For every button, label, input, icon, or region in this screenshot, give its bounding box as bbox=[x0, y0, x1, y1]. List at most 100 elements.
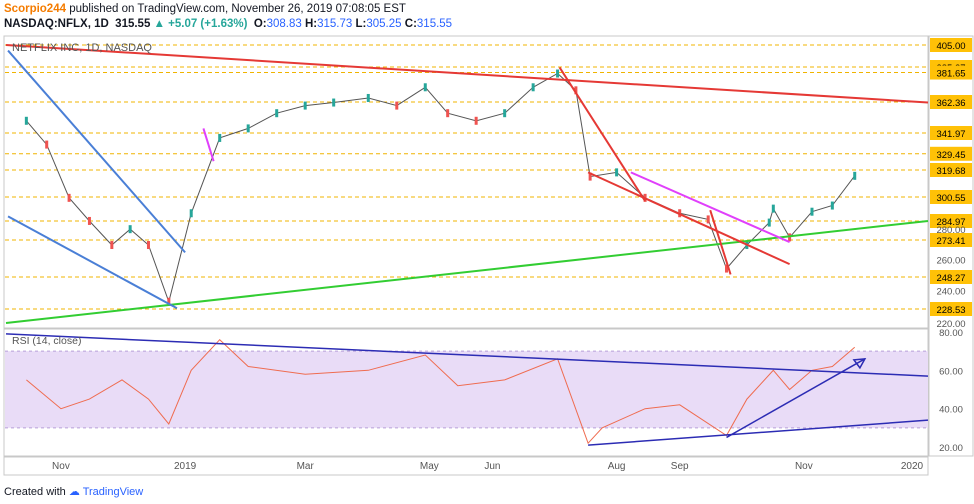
candle bbox=[556, 69, 560, 78]
price-tick-label: 220.00 bbox=[936, 319, 965, 330]
high-value: 315.73 bbox=[317, 18, 353, 30]
candle bbox=[771, 204, 775, 213]
candle bbox=[788, 233, 792, 242]
time-axis[interactable] bbox=[3, 456, 929, 476]
rsi-down-navy-trendline bbox=[5, 333, 929, 377]
tradingview-logo-icon: ☁ bbox=[68, 486, 80, 498]
footer: Created with ☁ TradingView bbox=[4, 485, 143, 498]
candle bbox=[767, 218, 771, 227]
candle bbox=[67, 193, 71, 202]
x-tick-label: 2019 bbox=[174, 461, 197, 472]
rsi-tick-label: 60.00 bbox=[939, 366, 963, 377]
last-price: 315.55 bbox=[115, 18, 151, 30]
price-pane[interactable] bbox=[3, 35, 929, 329]
candle bbox=[366, 93, 370, 102]
low-value: 305.25 bbox=[366, 18, 402, 30]
created-with-text: Created with bbox=[4, 486, 66, 498]
price-level-tag bbox=[930, 146, 972, 161]
price-level-tag bbox=[930, 126, 972, 140]
rsi-band bbox=[5, 351, 928, 428]
x-tick-label: May bbox=[420, 461, 439, 472]
price-level-tag bbox=[930, 65, 972, 80]
price-tick-label: 260.00 bbox=[936, 256, 965, 267]
published-text: published on TradingView.com, November 2… bbox=[69, 3, 406, 15]
symbol-label: NASDAQ:NFLX, 1D bbox=[4, 18, 109, 30]
candle bbox=[588, 172, 592, 181]
price-level-label: 284.97 bbox=[936, 217, 965, 228]
candle bbox=[146, 241, 150, 250]
green-support-trendline bbox=[5, 219, 929, 324]
x-tick-label: Nov bbox=[52, 461, 70, 472]
candle bbox=[189, 209, 193, 218]
price-change: ▲ +5.07 (+1.63%) bbox=[153, 18, 248, 30]
price-level-tag bbox=[930, 95, 972, 109]
red-resistance-trendline bbox=[5, 44, 929, 104]
candle bbox=[110, 241, 114, 250]
x-tick-label: Jun bbox=[484, 461, 500, 472]
candle bbox=[395, 101, 399, 110]
price-level-tag bbox=[930, 270, 972, 284]
red-spike-trendline bbox=[709, 209, 732, 275]
rsi-arrow-head bbox=[852, 357, 867, 370]
high-label: H: bbox=[304, 18, 318, 30]
candle bbox=[474, 116, 478, 125]
rsi-label: RSI (14, close) bbox=[12, 335, 81, 347]
candle bbox=[24, 116, 28, 125]
price-level-label: 362.36 bbox=[936, 98, 965, 109]
x-tick-label: Mar bbox=[297, 461, 315, 472]
candle bbox=[275, 109, 279, 118]
quote-line: NASDAQ:NFLX, 1D 315.55 ▲ +5.07 (+1.63%) … bbox=[4, 18, 452, 30]
open-value: 308.83 bbox=[266, 18, 302, 30]
price-level-label: 405.00 bbox=[936, 41, 965, 52]
open-label: O: bbox=[253, 18, 267, 30]
publish-line: Scorpio244 published on TradingView.com,… bbox=[4, 3, 406, 15]
candle bbox=[167, 297, 171, 306]
candle bbox=[830, 201, 834, 210]
price-level-tag bbox=[930, 233, 972, 247]
chart-title: NETFLIX INC, 1D, NASDAQ bbox=[12, 42, 152, 54]
x-tick-label: Sep bbox=[671, 461, 689, 472]
author-name[interactable]: Scorpio244 bbox=[4, 3, 66, 15]
magenta-pole-trendline bbox=[202, 128, 215, 162]
candle bbox=[503, 109, 507, 118]
candle bbox=[87, 216, 91, 225]
candle bbox=[446, 109, 450, 118]
rsi-support-trendline bbox=[588, 419, 929, 446]
chart-header: Scorpio244 published on TradingView.com,… bbox=[0, 0, 974, 36]
candle bbox=[45, 140, 49, 149]
candle bbox=[128, 225, 132, 234]
rsi-tick-label: 20.00 bbox=[939, 443, 963, 454]
price-level-tag bbox=[930, 38, 972, 52]
price-level-label: 381.65 bbox=[936, 69, 965, 80]
candle bbox=[725, 264, 729, 273]
magenta-upper-trendline bbox=[630, 171, 791, 243]
candle bbox=[615, 168, 619, 177]
candle bbox=[574, 86, 578, 95]
candle bbox=[706, 215, 710, 224]
x-tick-label: Nov bbox=[795, 461, 813, 472]
price-level-label: 319.68 bbox=[936, 166, 965, 177]
blue-channel-upper-trendline bbox=[7, 49, 186, 254]
candle bbox=[246, 124, 250, 133]
red-drop-trendline bbox=[558, 66, 646, 202]
price-tick-label: 280.00 bbox=[936, 225, 965, 236]
tradingview-link[interactable]: TradingView bbox=[82, 486, 144, 498]
price-level-tag bbox=[930, 163, 972, 177]
candle bbox=[810, 207, 814, 216]
price-level-label: 300.55 bbox=[936, 193, 965, 204]
blue-channel-lower-trendline bbox=[7, 215, 178, 310]
x-tick-label: Aug bbox=[608, 461, 626, 472]
candle bbox=[423, 83, 427, 92]
price-level-label: 341.97 bbox=[936, 129, 965, 140]
price-level-label: 273.41 bbox=[936, 236, 965, 247]
rsi-tick-label: 40.00 bbox=[939, 405, 963, 416]
close-label: C: bbox=[404, 18, 417, 30]
candle bbox=[303, 101, 307, 110]
red-channel-lower-trendline bbox=[587, 171, 791, 266]
price-level-tag bbox=[930, 214, 972, 228]
candle bbox=[332, 98, 336, 107]
low-label: L: bbox=[355, 18, 367, 30]
close-value: 315.55 bbox=[416, 18, 453, 30]
x-tick-label: 2020 bbox=[901, 461, 924, 472]
